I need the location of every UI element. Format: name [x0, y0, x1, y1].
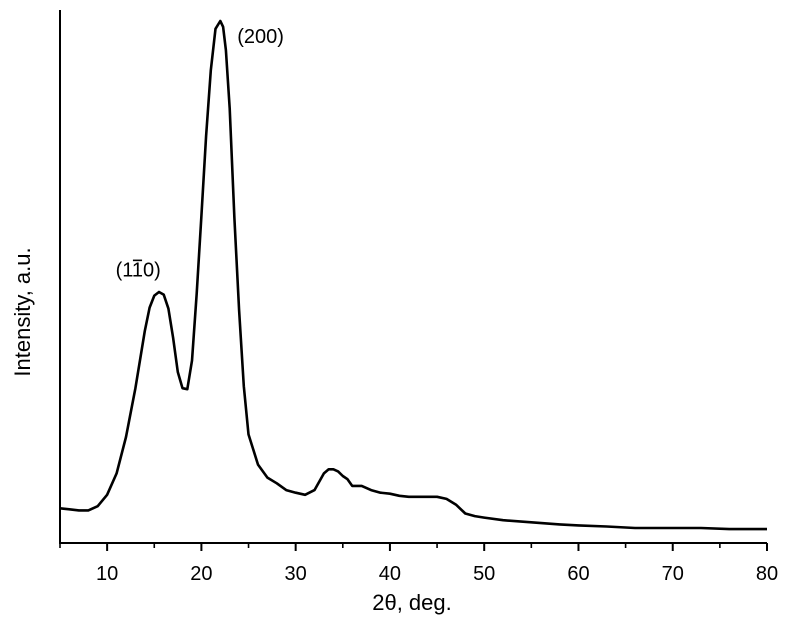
peak-label-110-base: (1: [116, 259, 134, 281]
peak-label-110: (110): [116, 259, 161, 281]
peak-annotations: (200) (110): [116, 26, 284, 281]
x-tick-label: 60: [567, 563, 589, 585]
x-axis-ticks: 10 20 30 40 50 60 70 80: [59, 543, 778, 585]
x-tick-label: 10: [96, 563, 118, 585]
peak-label-200: (200): [237, 26, 284, 48]
axes: [59, 10, 767, 544]
peak-label-110-bar-digit: 1: [132, 259, 143, 281]
x-tick-label: 70: [662, 563, 684, 585]
y-axis-label: Intensity, a.u.: [10, 247, 35, 376]
x-tick-label: 50: [473, 563, 495, 585]
x-tick-label: 40: [379, 563, 401, 585]
x-tick-label: 80: [756, 563, 778, 585]
x-axis-label: 2θ, deg.: [372, 590, 452, 615]
series-line: [59, 19, 767, 531]
x-tick-label: 20: [190, 563, 212, 585]
peak-label-110-tail: 0): [143, 259, 161, 281]
x-tick-label: 30: [285, 563, 307, 585]
